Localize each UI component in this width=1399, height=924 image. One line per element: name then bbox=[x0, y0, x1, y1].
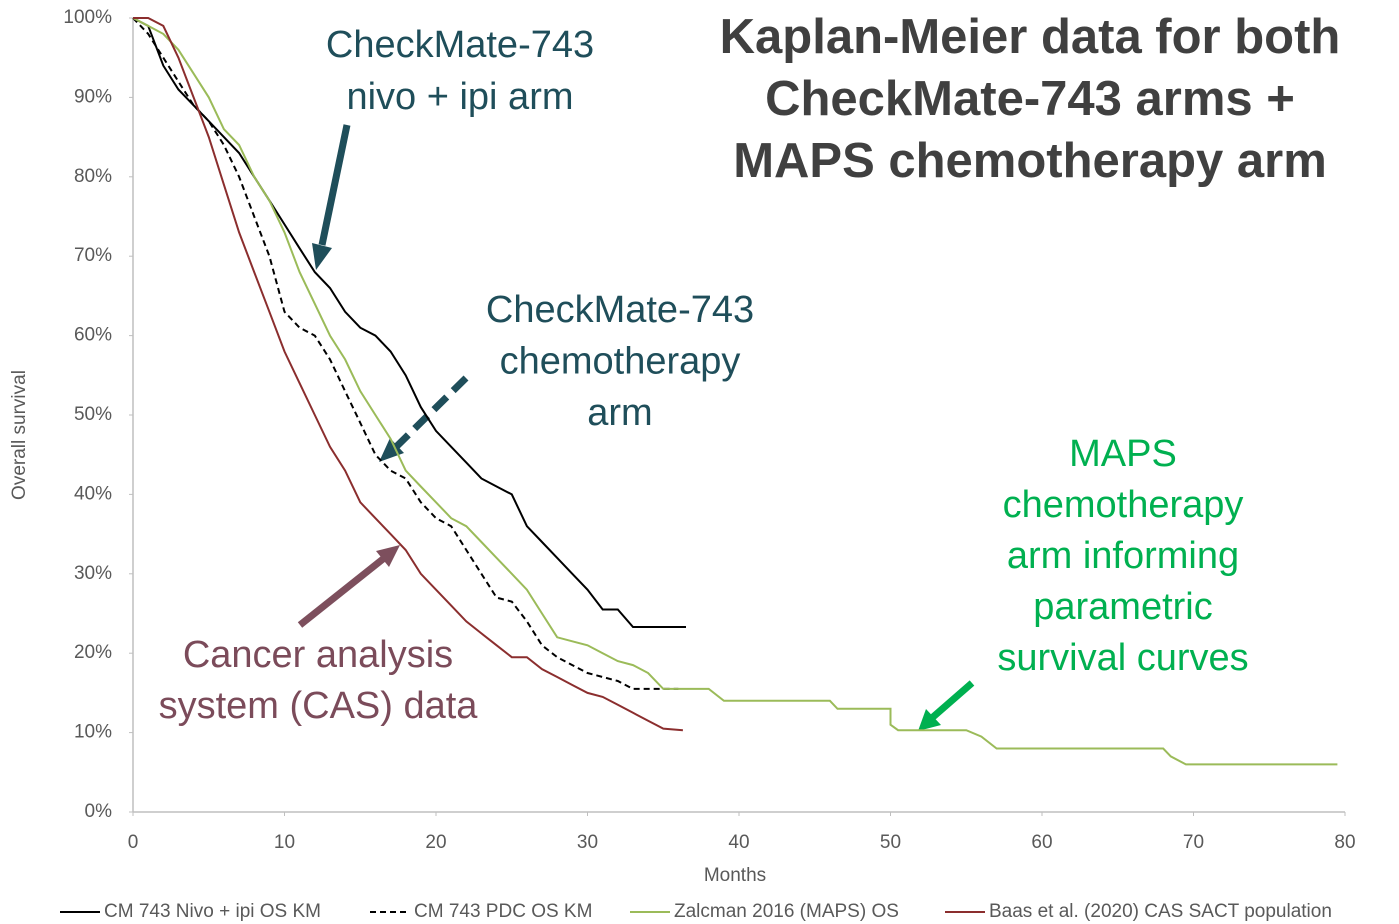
annotation: system (CAS) data bbox=[159, 685, 479, 727]
annotation: nivo + ipi arm bbox=[346, 76, 573, 118]
y-tick-label: 60% bbox=[74, 325, 112, 346]
chart-title: Kaplan-Meier data for both bbox=[720, 10, 1341, 64]
annotation: parametric bbox=[1033, 586, 1213, 628]
arrow-head bbox=[379, 438, 404, 462]
x-tick-label: 0 bbox=[128, 832, 139, 853]
legend-label: Zalcman 2016 (MAPS) OS bbox=[674, 901, 899, 922]
x-tick-label: 20 bbox=[425, 832, 446, 853]
x-axis-label: Months bbox=[704, 865, 766, 886]
x-tick-label: 60 bbox=[1031, 832, 1052, 853]
x-tick-label: 40 bbox=[728, 832, 749, 853]
annotation: survival curves bbox=[997, 637, 1248, 679]
annotation: Cancer analysis bbox=[183, 634, 453, 676]
arrow-head bbox=[376, 545, 400, 567]
y-tick-label: 20% bbox=[74, 642, 112, 663]
annotation: chemotherapy bbox=[1003, 484, 1244, 526]
chart-title: CheckMate-743 arms + bbox=[765, 72, 1295, 126]
x-tick-label: 10 bbox=[274, 832, 295, 853]
x-tick-label: 30 bbox=[577, 832, 598, 853]
arrow bbox=[394, 375, 469, 449]
series-line bbox=[132, 17, 686, 628]
arrow bbox=[318, 124, 351, 246]
legend-label: CM 743 Nivo + ipi OS KM bbox=[104, 901, 321, 922]
y-tick-label: 70% bbox=[74, 245, 112, 266]
series-line bbox=[132, 17, 679, 690]
x-tick-label: 80 bbox=[1334, 832, 1355, 853]
y-tick-label: 100% bbox=[63, 7, 112, 28]
y-tick-label: 10% bbox=[74, 722, 112, 743]
y-tick-label: 50% bbox=[74, 404, 112, 425]
chart-title: MAPS chemotherapy arm bbox=[733, 134, 1327, 188]
arrow bbox=[930, 680, 975, 720]
annotation: arm informing bbox=[1007, 535, 1239, 577]
y-tick-label: 80% bbox=[74, 166, 112, 187]
y-axis-label: Overall survival bbox=[9, 370, 30, 500]
y-tick-label: 30% bbox=[74, 563, 112, 584]
annotation: chemotherapy bbox=[500, 341, 741, 383]
y-tick-label: 90% bbox=[74, 86, 112, 107]
arrows bbox=[297, 124, 975, 731]
arrow-head bbox=[312, 243, 332, 270]
y-tick-label: 40% bbox=[74, 483, 112, 504]
x-tick-label: 70 bbox=[1183, 832, 1204, 853]
arrow-head bbox=[918, 709, 941, 731]
y-tick-label: 0% bbox=[85, 801, 113, 822]
series-line bbox=[133, 17, 683, 732]
annotation: CheckMate-743 bbox=[486, 289, 754, 331]
annotation: MAPS bbox=[1069, 433, 1177, 475]
legend-label: CM 743 PDC OS KM bbox=[414, 901, 592, 922]
annotation: arm bbox=[587, 392, 652, 434]
x-tick-label: 50 bbox=[880, 832, 901, 853]
legend-label: Baas et al. (2020) CAS SACT population bbox=[989, 901, 1332, 922]
annotation: CheckMate-743 bbox=[326, 24, 594, 66]
arrow bbox=[297, 556, 386, 628]
series-line bbox=[132, 17, 1338, 766]
